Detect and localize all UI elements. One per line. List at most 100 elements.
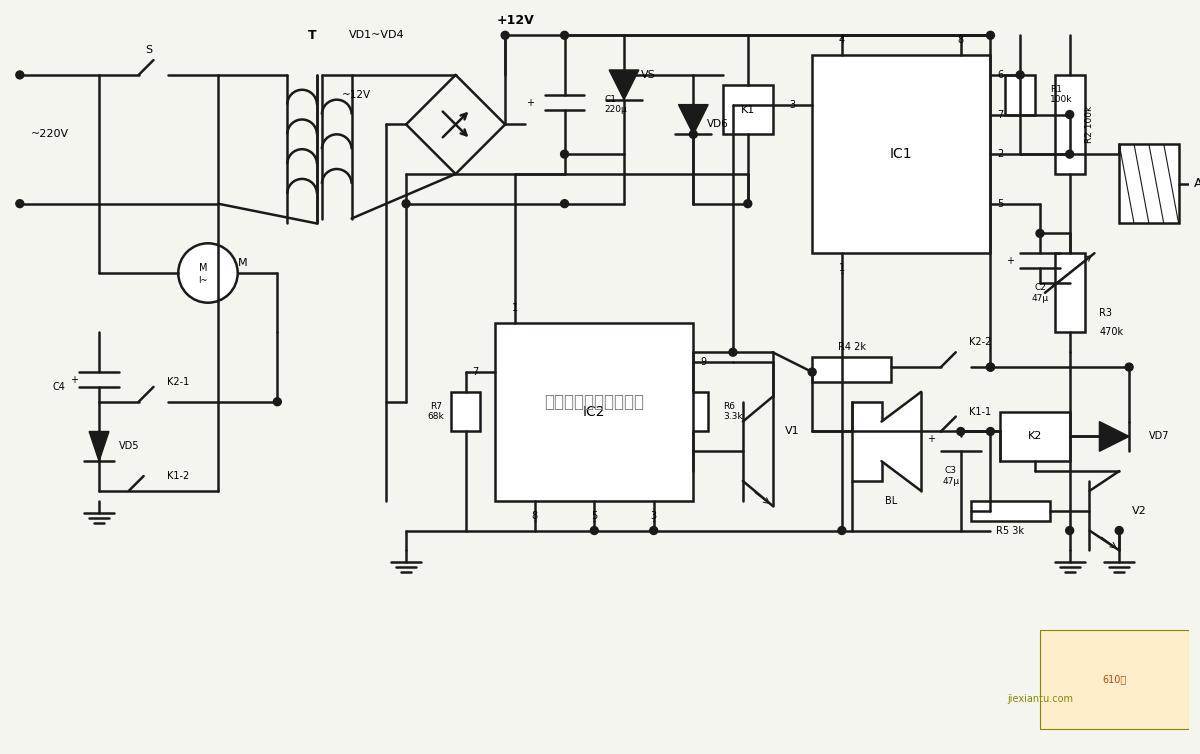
Circle shape	[1036, 229, 1044, 238]
Text: R4 2k: R4 2k	[838, 342, 865, 352]
Text: R3: R3	[1099, 308, 1112, 317]
Text: VD7: VD7	[1148, 431, 1169, 441]
Bar	[678, 392, 708, 431]
Text: C3
47μ: C3 47μ	[942, 466, 959, 486]
Bar	[1055, 75, 1085, 174]
Text: VD5: VD5	[119, 441, 139, 452]
Bar	[1001, 412, 1069, 461]
Text: IC2: IC2	[583, 405, 606, 418]
Text: 470k: 470k	[1099, 327, 1123, 338]
Text: 1: 1	[512, 302, 518, 313]
Circle shape	[986, 363, 995, 371]
Text: M: M	[238, 258, 247, 268]
Text: 8: 8	[532, 510, 538, 521]
Text: K2-2: K2-2	[970, 337, 991, 348]
Text: C4: C4	[53, 382, 66, 392]
Text: 8: 8	[958, 35, 964, 45]
Text: C1
220μ: C1 220μ	[604, 95, 626, 115]
Text: BL: BL	[886, 496, 898, 506]
Text: 2: 2	[997, 149, 1003, 159]
Text: 9: 9	[700, 357, 707, 367]
Text: 4: 4	[839, 35, 845, 45]
Text: VD1~VD4: VD1~VD4	[348, 30, 404, 40]
Circle shape	[956, 428, 965, 436]
Text: +: +	[928, 434, 935, 444]
Bar	[496, 323, 694, 501]
Bar	[1055, 253, 1085, 333]
Circle shape	[1115, 526, 1123, 535]
Circle shape	[1126, 363, 1133, 371]
Text: 5: 5	[997, 198, 1003, 209]
Bar	[1040, 630, 1188, 728]
Text: K1-1: K1-1	[970, 406, 991, 417]
Circle shape	[620, 71, 628, 79]
Text: ~12V: ~12V	[342, 90, 371, 100]
Circle shape	[16, 71, 24, 79]
Text: ~220V: ~220V	[30, 130, 68, 139]
Text: 7: 7	[997, 109, 1003, 120]
Text: K1: K1	[740, 105, 755, 115]
Circle shape	[590, 526, 599, 535]
Circle shape	[809, 368, 816, 376]
Circle shape	[1066, 111, 1074, 118]
Circle shape	[402, 200, 410, 207]
Text: jiexiantu.com: jiexiantu.com	[1007, 694, 1073, 704]
Text: T: T	[307, 29, 317, 41]
Bar	[852, 402, 882, 481]
Text: K1-2: K1-2	[167, 471, 190, 481]
Text: R7
68k: R7 68k	[427, 402, 444, 421]
Bar	[812, 357, 892, 382]
Circle shape	[728, 348, 737, 356]
Text: K2-1: K2-1	[167, 377, 190, 387]
Bar	[971, 501, 1050, 520]
Circle shape	[560, 32, 569, 39]
Circle shape	[274, 398, 281, 406]
Circle shape	[689, 130, 697, 138]
Circle shape	[986, 363, 995, 371]
Text: 610图: 610图	[1102, 674, 1127, 684]
Text: +12V: +12V	[496, 14, 534, 27]
Bar	[724, 84, 773, 134]
Text: VS: VS	[641, 70, 656, 80]
Bar	[451, 392, 480, 431]
Text: V1: V1	[785, 427, 799, 437]
Text: R2 100k: R2 100k	[1085, 106, 1094, 143]
Text: +: +	[71, 375, 78, 385]
Text: +: +	[1007, 256, 1014, 266]
Text: 3: 3	[650, 510, 656, 521]
Circle shape	[838, 526, 846, 535]
Circle shape	[1066, 526, 1074, 535]
Circle shape	[986, 32, 995, 39]
Text: 6: 6	[997, 70, 1003, 80]
Text: VD6: VD6	[707, 119, 728, 130]
Circle shape	[16, 200, 24, 207]
Polygon shape	[678, 105, 708, 134]
Polygon shape	[882, 392, 922, 491]
Text: C2
47μ: C2 47μ	[1032, 283, 1049, 302]
Text: R6
3.3k: R6 3.3k	[724, 402, 743, 421]
Circle shape	[1066, 150, 1074, 158]
Circle shape	[649, 526, 658, 535]
Text: 5: 5	[592, 510, 598, 521]
Text: R5 3k: R5 3k	[996, 526, 1025, 535]
Text: 1: 1	[839, 263, 845, 273]
Polygon shape	[89, 431, 109, 461]
Text: IC1: IC1	[890, 147, 913, 161]
Circle shape	[560, 200, 569, 207]
Bar	[1120, 144, 1178, 223]
Text: R1
100k: R1 100k	[1050, 85, 1073, 104]
Text: 杭州将睿科技有限公司: 杭州将睿科技有限公司	[545, 393, 644, 411]
Text: 3: 3	[790, 100, 796, 109]
Circle shape	[502, 32, 509, 39]
Polygon shape	[610, 70, 638, 100]
Circle shape	[986, 428, 995, 436]
Text: +: +	[526, 98, 534, 108]
Bar	[1006, 75, 1036, 115]
Circle shape	[560, 150, 569, 158]
Text: S: S	[145, 45, 152, 55]
Text: 7: 7	[473, 367, 479, 377]
Circle shape	[179, 244, 238, 302]
Circle shape	[744, 200, 751, 207]
Text: K2: K2	[1028, 431, 1043, 441]
Text: M: M	[199, 263, 208, 273]
